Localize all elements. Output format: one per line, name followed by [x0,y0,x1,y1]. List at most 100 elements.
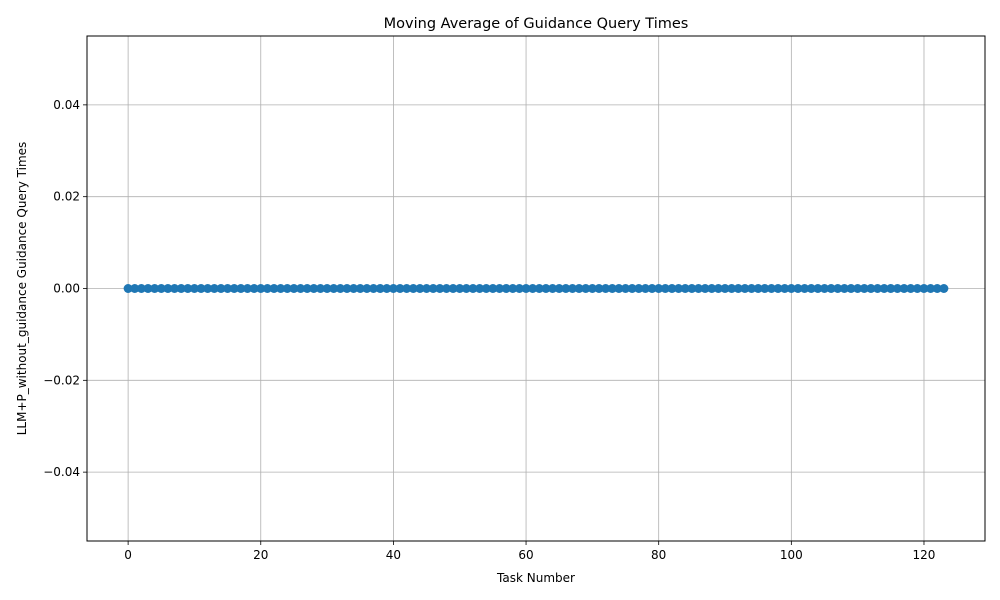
data-point [786,284,796,293]
data-point [309,284,319,293]
data-point [329,284,339,293]
data-point [621,284,631,293]
x-tick-label: 60 [518,548,533,562]
data-point [713,284,723,293]
series-layer [123,284,949,293]
data-point [939,284,949,293]
data-point [262,284,272,293]
y-tick-label: 0.04 [53,98,80,112]
y-tick-label: −0.02 [43,373,80,387]
data-point [196,284,206,293]
data-point [229,284,239,293]
data-point [554,284,564,293]
data-point [508,284,518,293]
data-point [932,284,942,293]
data-point [422,284,432,293]
data-point [753,284,763,293]
data-point [495,284,505,293]
data-point [302,284,312,293]
data-point [514,284,524,293]
data-point [223,284,233,293]
data-point [481,284,491,293]
data-point [349,284,359,293]
data-point [634,284,644,293]
data-point [475,284,485,293]
data-point [282,284,292,293]
data-point [660,284,670,293]
x-tick-label: 100 [780,548,803,562]
data-point [528,284,538,293]
data-point [189,284,199,293]
data-point [315,284,325,293]
data-point [614,284,624,293]
data-point [693,284,703,293]
data-point [919,284,929,293]
x-tick-label: 20 [253,548,268,562]
data-point [375,284,385,293]
data-point [587,284,597,293]
data-point [680,284,690,293]
data-point [382,284,392,293]
data-point [150,284,160,293]
data-point [674,284,684,293]
data-point [766,284,776,293]
x-tick-label: 80 [651,548,666,562]
data-point [846,284,856,293]
data-point [727,284,737,293]
x-ticks: 0 20 40 60 80 100 120 [124,541,935,562]
data-point [534,284,544,293]
data-point [441,284,451,293]
y-axis-label: LLM+P_without_guidance Guidance Query Ti… [15,142,29,436]
y-tick-label: 0.00 [53,282,80,296]
data-point [813,284,823,293]
data-point [773,284,783,293]
data-point [388,284,398,293]
data-point [567,284,577,293]
data-point [488,284,498,293]
data-point [209,284,219,293]
data-point [700,284,710,293]
y-ticks: −0.04 −0.02 0.00 0.02 0.04 [43,98,87,479]
data-point [667,284,677,293]
data-point [820,284,830,293]
data-point [647,284,657,293]
data-point [269,284,279,293]
data-point [123,284,133,293]
data-point [236,284,246,293]
data-point [461,284,471,293]
data-point [906,284,916,293]
data-point [793,284,803,293]
data-point [541,284,551,293]
x-tick-label: 40 [386,548,401,562]
data-point [654,284,664,293]
data-point [733,284,743,293]
x-axis-label: Task Number [496,571,575,585]
data-point [740,284,750,293]
data-point [176,284,186,293]
data-point [369,284,379,293]
data-point [853,284,863,293]
data-point [203,284,213,293]
data-point [839,284,849,293]
data-point [130,284,140,293]
data-point [355,284,365,293]
data-point [435,284,445,293]
data-point [912,284,922,293]
data-point [859,284,869,293]
data-point [136,284,146,293]
data-point [806,284,816,293]
data-point [800,284,810,293]
data-point [780,284,790,293]
data-point [415,284,425,293]
data-point [322,284,332,293]
data-point [873,284,883,293]
x-tick-label: 120 [913,548,936,562]
data-point [242,284,252,293]
data-point [468,284,478,293]
data-point [833,284,843,293]
data-point [760,284,770,293]
data-point [455,284,465,293]
data-point [879,284,889,293]
data-point [501,284,511,293]
